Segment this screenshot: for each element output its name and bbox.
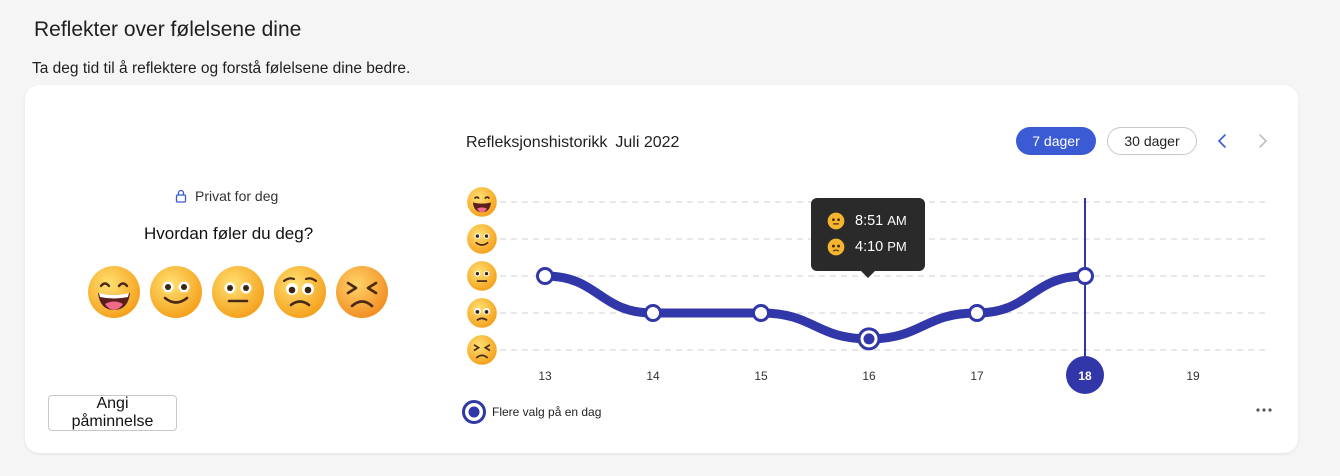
private-text: Privat for deg <box>195 188 279 204</box>
y-axis-neutral-face-icon <box>467 261 497 291</box>
range-30-days-button[interactable]: 30 dager <box>1107 127 1197 155</box>
worried-face-icon[interactable] <box>272 264 328 320</box>
tooltip-entry: 8:51 AM <box>827 212 907 230</box>
x-tick-label[interactable]: 17 <box>970 369 984 383</box>
x-tick-label[interactable]: 19 <box>1186 369 1200 383</box>
grinning-face-icon[interactable] <box>86 264 142 320</box>
more-options-icon[interactable] <box>1254 402 1274 418</box>
data-point-multi-center <box>863 333 875 345</box>
mood-question: Hvordan føler du deg? <box>144 224 314 243</box>
neutral-face-icon <box>827 212 845 230</box>
mood-series-line <box>540 271 1090 344</box>
smiling-face-icon[interactable] <box>148 264 204 320</box>
data-point[interactable] <box>1076 267 1094 285</box>
history-label: Refleksjonshistorikk <box>466 134 608 151</box>
neutral-face-icon[interactable] <box>210 264 266 320</box>
worried-face-icon <box>827 238 845 256</box>
set-reminder-button[interactable]: Angi påminnelse <box>48 395 177 431</box>
lock-icon <box>175 189 187 203</box>
data-point[interactable] <box>644 304 662 322</box>
chart-legend: Flere valg på en dag <box>462 400 601 424</box>
history-title: Refleksjonshistorikk Juli 2022 <box>466 134 679 152</box>
tired-face-icon[interactable] <box>334 264 390 320</box>
data-point[interactable] <box>536 267 554 285</box>
tooltip-entry: 4:10 PM <box>827 238 907 256</box>
page-title: Reflekter over følelsene dine <box>34 18 302 41</box>
data-point[interactable] <box>968 304 986 322</box>
x-tick-label[interactable]: 14 <box>646 369 660 383</box>
multi-choice-marker-icon <box>462 400 486 424</box>
tooltip-time: 8:51 <box>855 213 884 229</box>
day-tooltip: 8:51 AM 4:10 PM <box>811 198 925 278</box>
y-axis-tired-face-icon <box>467 335 497 365</box>
range-7-days-button[interactable]: 7 dager <box>1016 127 1096 155</box>
x-tick-label[interactable]: 16 <box>862 369 876 383</box>
emoji-picker <box>86 264 390 320</box>
x-tick-label[interactable]: 13 <box>538 369 552 383</box>
page-subtitle: Ta deg tid til å reflektere og forstå fø… <box>32 60 411 77</box>
legend-label: Flere valg på en dag <box>492 405 602 419</box>
y-axis-worried-face-icon <box>467 298 497 328</box>
chevron-left-icon[interactable] <box>1213 131 1233 151</box>
x-tick-label[interactable]: 15 <box>754 369 768 383</box>
tooltip-ampm: PM <box>887 239 907 254</box>
tooltip-time: 4:10 <box>855 239 884 255</box>
y-axis-smiling-face-icon <box>467 224 497 254</box>
history-month: Juli 2022 <box>615 134 680 151</box>
y-axis-grinning-face-icon <box>467 187 497 217</box>
x-tick-label: 18 <box>1078 369 1092 383</box>
chevron-right-icon[interactable] <box>1252 131 1272 151</box>
data-point[interactable] <box>752 304 770 322</box>
selected-day-badge[interactable] <box>1066 356 1104 394</box>
private-label: Privat for deg <box>175 188 278 204</box>
tooltip-ampm: AM <box>887 213 907 228</box>
